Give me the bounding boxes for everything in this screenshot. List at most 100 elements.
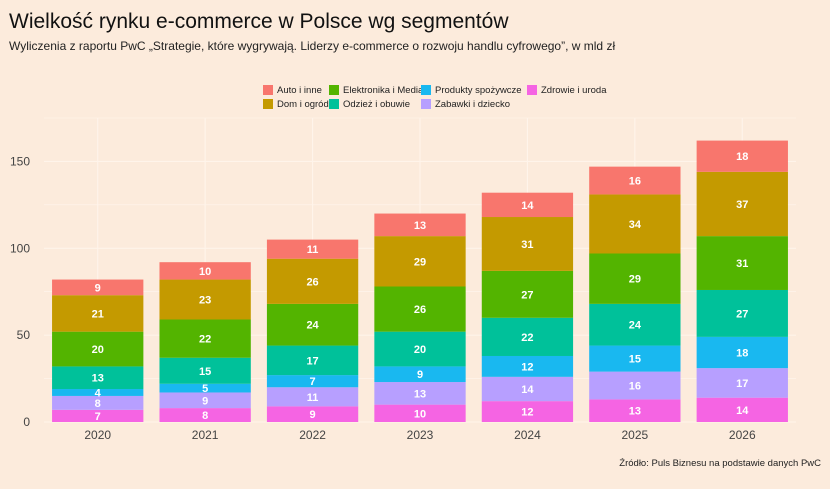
bar-segment xyxy=(159,408,251,422)
legend-swatch xyxy=(263,99,273,109)
bar-segment xyxy=(589,399,681,422)
data-label: 11 xyxy=(307,244,319,256)
data-label: 26 xyxy=(306,276,318,288)
data-label: 9 xyxy=(95,282,101,294)
legend-item: Odzież i obuwie xyxy=(329,98,421,110)
legend-label: Odzież i obuwie xyxy=(343,98,411,110)
data-label: 17 xyxy=(306,355,318,367)
legend-item: Zdrowie i uroda xyxy=(527,84,607,96)
data-label: 26 xyxy=(414,304,426,316)
bar-segment xyxy=(52,331,144,367)
legend-label: Elektronika i Media xyxy=(343,84,424,96)
bar-segment xyxy=(159,262,251,280)
data-label: 13 xyxy=(92,373,104,385)
legend-swatch xyxy=(421,99,431,109)
legend-label: Produkty spożywcze xyxy=(435,84,522,96)
chart-title: Wielkość rynku e-commerce w Polsce wg se… xyxy=(9,10,509,33)
data-label: 5 xyxy=(202,383,208,395)
legend-item: Produkty spożywcze xyxy=(421,84,527,96)
bar-segment xyxy=(52,409,144,422)
bar-segment xyxy=(696,289,788,337)
legend-item: Auto i inne xyxy=(263,84,329,96)
data-label: 16 xyxy=(629,381,641,393)
bar-segment xyxy=(481,192,574,218)
data-label: 27 xyxy=(521,289,533,301)
x-tick-label: 2024 xyxy=(514,428,541,442)
bar-segment xyxy=(589,303,681,346)
legend-item: Elektronika i Media xyxy=(329,84,424,96)
data-label: 13 xyxy=(629,406,641,418)
data-label: 14 xyxy=(521,384,534,396)
bar-segment xyxy=(589,253,681,304)
bar-segment xyxy=(159,357,251,384)
bar-segment xyxy=(266,375,359,388)
y-tick-label: 100 xyxy=(10,241,30,255)
legend-label: Auto i inne xyxy=(277,84,322,96)
x-tick-label: 2022 xyxy=(299,428,326,442)
bar-segment xyxy=(52,395,144,410)
bar-segment xyxy=(696,397,788,422)
data-label: 34 xyxy=(629,219,642,231)
data-label: 11 xyxy=(307,392,319,404)
data-label: 10 xyxy=(414,408,426,420)
data-label: 18 xyxy=(736,151,748,163)
bar-segment xyxy=(589,371,681,400)
data-label: 15 xyxy=(199,366,211,378)
bar-segment xyxy=(481,317,574,356)
bar-segment xyxy=(696,140,788,172)
bar-segment xyxy=(481,270,574,318)
bar-segment xyxy=(589,345,681,372)
bar-segment xyxy=(52,279,144,296)
legend-label: Zdrowie i uroda xyxy=(541,84,607,96)
bar-segment xyxy=(374,366,466,383)
legend-swatch xyxy=(329,85,339,95)
x-tick-label: 2023 xyxy=(407,428,434,442)
data-label: 29 xyxy=(629,274,641,286)
bar-segment xyxy=(696,368,788,398)
bar-segment xyxy=(696,336,788,369)
x-tick-label: 2021 xyxy=(192,428,219,442)
bar-segment xyxy=(266,345,359,376)
bar-segment xyxy=(589,166,681,195)
y-tick-label: 50 xyxy=(17,328,31,342)
bar-segment xyxy=(374,331,466,367)
bar-segment xyxy=(696,236,788,290)
chart-subtitle: Wyliczenia z raportu PwC „Strategie, któ… xyxy=(9,39,616,53)
data-label: 12 xyxy=(521,361,533,373)
data-label: 13 xyxy=(414,388,426,400)
bar-segment xyxy=(481,376,574,402)
data-label: 23 xyxy=(199,295,211,307)
legend-swatch xyxy=(421,85,431,95)
bar-segment xyxy=(374,213,466,237)
data-label: 27 xyxy=(736,308,748,320)
data-label: 31 xyxy=(736,258,748,270)
legend-swatch xyxy=(263,85,273,95)
bar-segment xyxy=(52,295,144,332)
bar-segment xyxy=(481,355,574,377)
bar-segment xyxy=(481,401,574,422)
y-tick-label: 150 xyxy=(10,154,30,168)
source-note: Źródło: Puls Biznesu na podstawie danych… xyxy=(619,458,821,469)
data-label: 14 xyxy=(736,405,749,417)
bar-segment xyxy=(589,194,681,254)
bar-segment xyxy=(52,366,144,389)
data-label: 8 xyxy=(95,398,101,410)
legend-swatch xyxy=(527,85,537,95)
data-label: 9 xyxy=(417,369,423,381)
data-label: 22 xyxy=(521,332,533,344)
legend-item: Dom i ogród xyxy=(263,98,329,110)
x-tick-label: 2020 xyxy=(84,428,111,442)
x-tick-label: 2025 xyxy=(622,428,649,442)
bar-segment xyxy=(374,286,466,332)
data-label: 31 xyxy=(521,239,533,251)
bar-segment xyxy=(696,171,788,237)
data-label: 10 xyxy=(199,266,211,278)
bar-segment xyxy=(374,236,466,287)
bar-segment xyxy=(159,392,251,409)
data-label: 24 xyxy=(629,320,642,332)
legend-label: Zabawki i dziecko xyxy=(435,98,510,110)
data-label: 4 xyxy=(95,387,102,399)
bar-segment xyxy=(52,388,144,396)
legend-swatch xyxy=(329,99,339,109)
